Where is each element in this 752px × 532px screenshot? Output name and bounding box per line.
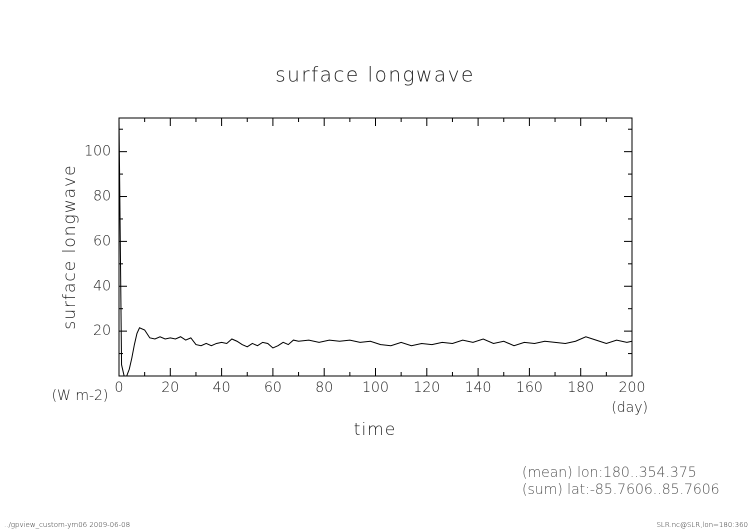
x-tick-label: 160 [516, 380, 543, 396]
footer: SLR.nc@SLR,lon=180:360 [656, 521, 748, 529]
x-tick-label: 120 [413, 380, 440, 396]
x-tick-label: 200 [619, 380, 646, 396]
x-tick-label: 0 [115, 380, 124, 396]
footer: ../gpview_custom-ym06 2009-06-08 [4, 521, 130, 529]
y-units: (W m-2) [52, 388, 109, 404]
y-tick-label: 20 [93, 323, 111, 339]
plot-frame [118, 117, 633, 377]
x-tick-label: 100 [362, 380, 389, 396]
annotation: (sum) lat:-85.7606..85.7606 [522, 482, 720, 498]
x-tick-label: 60 [264, 380, 282, 396]
y-tick-label: 40 [93, 278, 111, 294]
y-tick-label: 60 [93, 233, 111, 249]
x-tick-label: 140 [465, 380, 492, 396]
x-tick-label: 180 [567, 380, 594, 396]
annotation: (mean) lon:180..354.375 [522, 465, 697, 481]
x-units: (day) [611, 400, 648, 416]
y-axis-label: surface longwave [60, 164, 80, 329]
x-tick-label: 80 [315, 380, 333, 396]
x-axis-label: time [354, 420, 396, 440]
chart-title: surface longwave [275, 63, 475, 87]
y-tick-label: 100 [84, 144, 111, 160]
x-tick-label: 20 [161, 380, 179, 396]
x-tick-label: 40 [213, 380, 231, 396]
y-tick-label: 80 [93, 189, 111, 205]
data-line [118, 117, 633, 377]
